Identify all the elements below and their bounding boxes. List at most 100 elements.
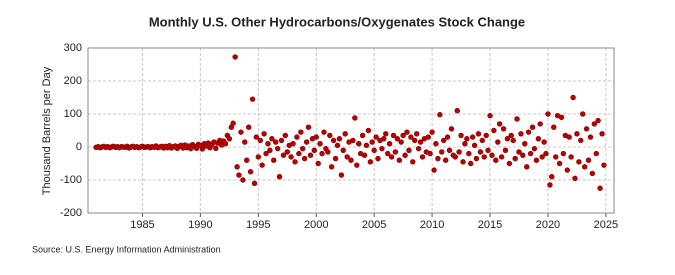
point xyxy=(425,134,431,140)
point xyxy=(213,145,219,152)
chart-title: Monthly U.S. Other Hydrocarbons/Oxygenat… xyxy=(149,14,525,29)
point xyxy=(479,137,485,144)
y-tick-label: -200 xyxy=(60,207,82,219)
point xyxy=(469,134,476,140)
point xyxy=(477,149,484,155)
point xyxy=(232,54,238,60)
point xyxy=(321,129,327,135)
point xyxy=(533,157,540,163)
point xyxy=(274,145,281,152)
point xyxy=(261,131,267,137)
point xyxy=(489,152,495,158)
y-tick-label: 200 xyxy=(64,75,82,87)
point xyxy=(288,154,294,160)
point xyxy=(334,142,341,149)
point xyxy=(460,159,466,165)
point xyxy=(253,134,260,140)
point xyxy=(330,137,337,144)
point xyxy=(342,131,348,137)
point xyxy=(379,145,385,152)
point xyxy=(386,141,393,147)
point xyxy=(467,160,474,167)
point xyxy=(475,131,482,137)
point xyxy=(296,150,302,157)
point xyxy=(263,150,269,157)
point xyxy=(383,131,389,137)
point xyxy=(236,172,242,178)
point xyxy=(290,141,296,147)
point xyxy=(392,149,399,155)
point xyxy=(599,131,605,137)
point xyxy=(255,154,262,160)
point xyxy=(336,136,343,142)
point xyxy=(510,137,516,144)
point xyxy=(535,136,542,142)
point xyxy=(406,147,412,154)
point xyxy=(299,145,306,152)
point xyxy=(597,185,603,191)
point xyxy=(404,129,410,135)
point xyxy=(524,164,530,170)
point xyxy=(375,155,381,162)
point xyxy=(595,117,601,124)
point xyxy=(566,134,572,140)
point xyxy=(518,131,524,137)
point xyxy=(439,149,445,155)
point xyxy=(367,159,374,165)
point xyxy=(580,111,586,117)
point xyxy=(514,116,520,122)
point xyxy=(257,137,263,144)
point xyxy=(327,132,333,139)
point xyxy=(412,137,418,144)
point xyxy=(560,150,567,157)
point xyxy=(352,115,358,121)
point xyxy=(454,107,460,114)
point xyxy=(417,139,424,145)
point xyxy=(570,94,576,101)
point xyxy=(508,132,514,139)
point xyxy=(332,155,339,162)
point xyxy=(415,145,422,152)
point xyxy=(471,142,478,149)
point xyxy=(433,141,439,147)
point xyxy=(442,157,449,163)
point xyxy=(388,154,395,160)
point xyxy=(481,154,487,160)
point xyxy=(444,134,451,140)
point xyxy=(363,142,370,149)
point xyxy=(506,160,513,167)
point xyxy=(298,129,304,135)
point xyxy=(576,159,582,165)
point xyxy=(512,155,518,162)
plot-area xyxy=(88,48,614,213)
point xyxy=(504,136,511,142)
point xyxy=(278,137,285,144)
point xyxy=(259,162,265,168)
point xyxy=(458,132,464,139)
point xyxy=(448,126,455,132)
point xyxy=(234,164,240,170)
y-tick-label: 300 xyxy=(64,42,82,54)
point xyxy=(408,134,414,140)
point xyxy=(338,172,345,178)
point xyxy=(601,162,607,168)
x-tick-label: 2005 xyxy=(362,219,386,231)
point xyxy=(593,150,599,157)
point xyxy=(493,157,499,163)
y-tick-label: 0 xyxy=(76,141,82,153)
point xyxy=(500,126,507,132)
point xyxy=(464,136,470,142)
point xyxy=(558,114,565,121)
point xyxy=(244,157,250,163)
point xyxy=(543,150,549,157)
point xyxy=(520,152,526,158)
point xyxy=(394,136,401,142)
point xyxy=(280,152,287,158)
point xyxy=(276,174,283,180)
x-tick-label: 1995 xyxy=(246,219,270,231)
point xyxy=(545,111,551,117)
point xyxy=(583,126,590,132)
x-tick-label: 2010 xyxy=(420,219,444,231)
point xyxy=(242,139,248,145)
